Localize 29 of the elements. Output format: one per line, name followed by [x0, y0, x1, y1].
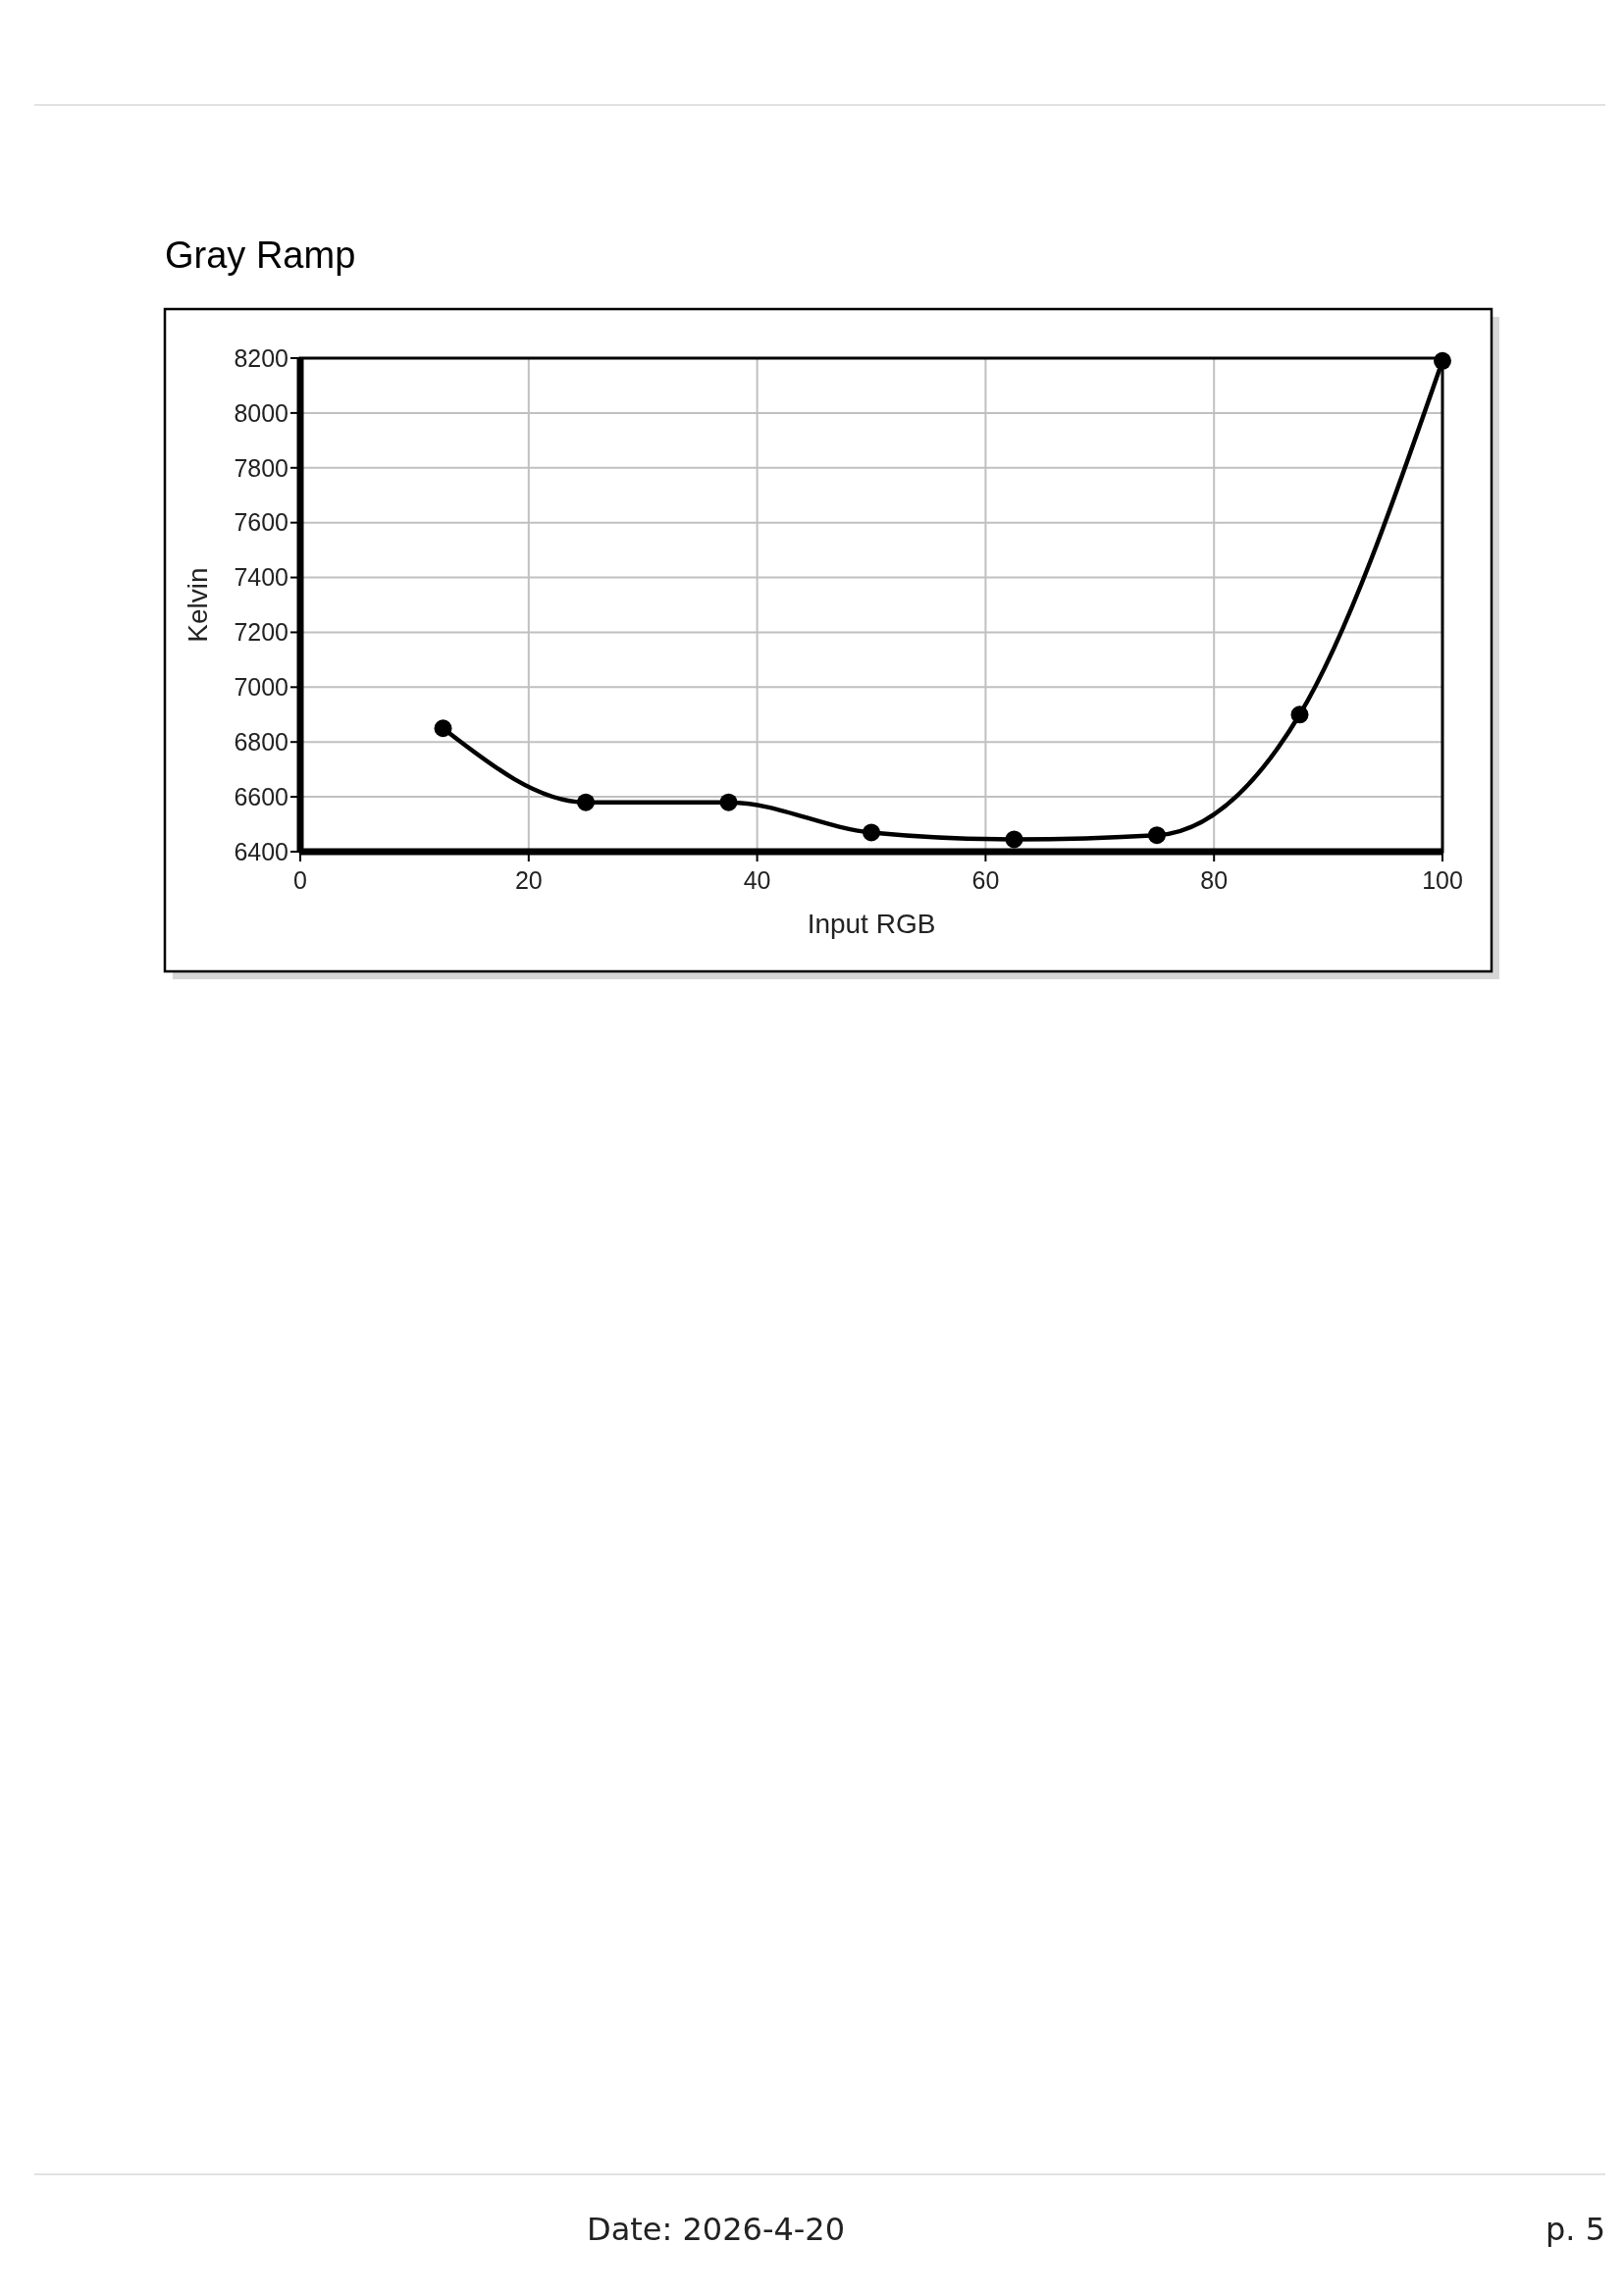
y-tick-label: 6400: [234, 837, 288, 865]
text: p. 5: [1545, 2211, 1605, 2248]
x-axis-title: Input RGB: [807, 909, 936, 939]
y-tick-label: 6800: [234, 727, 288, 756]
y-tick-label: 7800: [234, 453, 288, 482]
y-tick-label: 6600: [234, 782, 288, 810]
x-tick-label: 60: [971, 866, 1000, 894]
point: [1290, 705, 1309, 724]
point: [863, 823, 880, 842]
y-tick-label: 7400: [234, 563, 288, 592]
point: [719, 793, 738, 811]
y-tick-label: 8200: [234, 343, 288, 372]
y-tick-label: 8000: [234, 398, 288, 427]
point: [1148, 826, 1166, 845]
x-tick-label: 0: [293, 866, 307, 894]
point: [577, 793, 595, 811]
point: [1005, 830, 1023, 849]
x-tick-label: 100: [1422, 866, 1463, 894]
x-tick-label: 40: [743, 866, 771, 894]
text: Date: 2026-4-20: [587, 2211, 846, 2248]
y-axis-title: Kelvin: [183, 567, 213, 643]
y-tick-label: 7000: [234, 673, 288, 702]
point: [434, 719, 452, 738]
y-tick-label: 7600: [234, 508, 288, 537]
y-tick-label: 7200: [234, 618, 288, 647]
chart-title: Gray Ramp: [165, 235, 356, 276]
point: [1434, 351, 1451, 370]
x-tick-label: 20: [514, 866, 543, 894]
x-tick-label: 80: [1200, 866, 1229, 894]
